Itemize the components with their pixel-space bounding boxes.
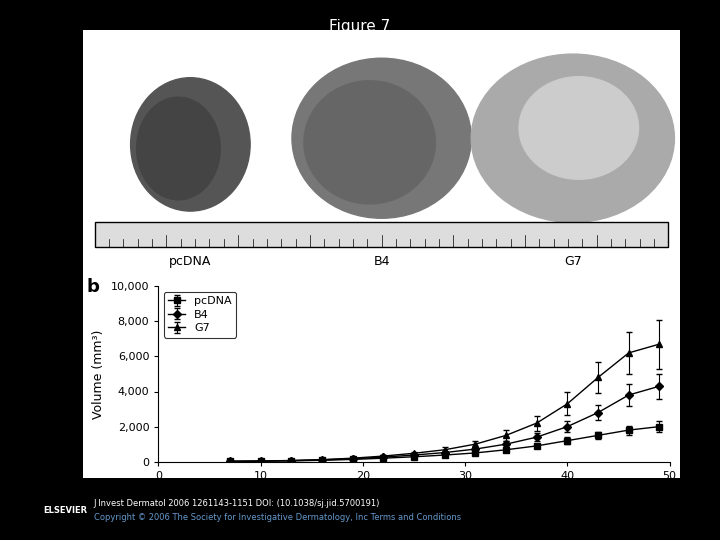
Text: B4: B4: [374, 255, 390, 268]
Ellipse shape: [519, 77, 639, 179]
Text: b: b: [86, 278, 99, 296]
Ellipse shape: [472, 54, 675, 222]
Text: G7: G7: [564, 255, 582, 268]
Y-axis label: Volume (mm³): Volume (mm³): [92, 329, 105, 418]
Text: Copyright © 2006 The Society for Investigative Dermatology, Inc Terms and Condit: Copyright © 2006 The Society for Investi…: [94, 513, 461, 522]
Ellipse shape: [137, 97, 220, 200]
X-axis label: Day: Day: [402, 487, 426, 500]
FancyBboxPatch shape: [95, 222, 668, 247]
Ellipse shape: [304, 81, 436, 204]
Ellipse shape: [130, 78, 250, 211]
Text: J Invest Dermatol 2006 1261143-1151 DOI: (10.1038/sj.jid.5700191): J Invest Dermatol 2006 1261143-1151 DOI:…: [94, 500, 380, 509]
Text: pcDNA: pcDNA: [169, 255, 212, 268]
Text: Figure 7: Figure 7: [329, 19, 391, 34]
Ellipse shape: [292, 58, 472, 218]
Legend: pcDNA, B4, G7: pcDNA, B4, G7: [164, 292, 236, 338]
Text: a: a: [86, 49, 99, 66]
Text: ELSEVIER: ELSEVIER: [43, 506, 87, 515]
